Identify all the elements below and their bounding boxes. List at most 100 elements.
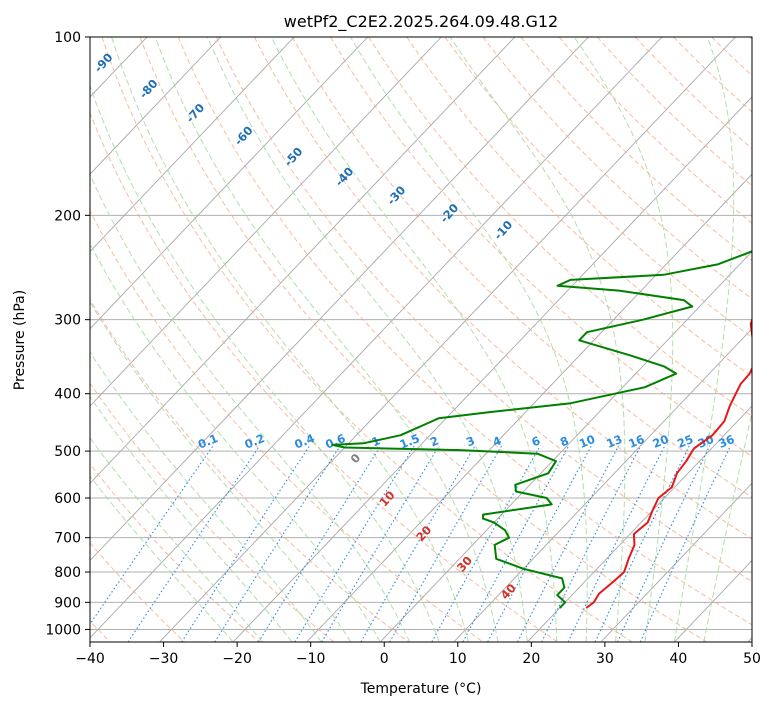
adiabat-label: -80: [136, 76, 160, 101]
moist-adiabat-line: [90, 300, 352, 642]
dry-adiabat-line: [673, 37, 752, 113]
y-tick-label: 700: [54, 531, 81, 547]
x-tick-label: 10: [449, 651, 467, 667]
dry-adiabat-line: [520, 37, 752, 262]
x-tick-label: −20: [222, 651, 252, 667]
plot-frame: [89, 36, 753, 643]
moist-adiabat-line: [673, 37, 735, 642]
mixing-ratio-label: 13: [604, 432, 624, 451]
y-axis-label: Pressure (hPa): [12, 290, 28, 390]
isotherm-line: [90, 37, 589, 562]
mixing-ratio-line: [541, 445, 642, 642]
mixing-ratio-line: [360, 445, 476, 642]
background-lines: 0.1 0.2 0.4 0.6 1 1.5 2 3 4 6 8 10 13 16 20 25 30 36-100-…: [90, 37, 752, 642]
x-tick-label: 40: [670, 651, 688, 667]
x-tick-label: 20: [522, 651, 540, 667]
x-tick-label: 30: [596, 651, 614, 667]
isotherm-line: [90, 37, 295, 253]
data-series: [331, 250, 752, 609]
moist-adiabat-line: [349, 37, 588, 642]
axes: −40 −30 −20 −10 0 10 20 30 40 5010020030040050060…: [45, 30, 761, 667]
mixing-ratio-line: [389, 445, 503, 642]
x-tick-label: −40: [75, 651, 105, 667]
mixing-ratio-line: [321, 445, 440, 642]
x-tick-label: 50: [743, 651, 761, 667]
moist-adiabat-line: [270, 37, 558, 642]
y-tick-label: 1000: [45, 622, 81, 638]
moist-adiabat-line: [90, 242, 381, 642]
dry-adiabat-line: [90, 382, 335, 642]
adiabat-label: -50: [281, 144, 305, 169]
dry-adiabat-line: [368, 37, 752, 417]
mixing-ratio-label: 25: [675, 432, 695, 451]
x-tick-label: −30: [149, 651, 179, 667]
isotherm-line: [600, 482, 752, 642]
mixing-ratio-label: 36: [716, 432, 736, 451]
dry-adiabat-line: [406, 37, 752, 378]
moist-adiabat-line: [111, 37, 469, 642]
isotherm-line: [90, 37, 516, 484]
mixing-ratio-line: [294, 445, 415, 642]
mixing-ratio-label: 6: [529, 433, 542, 449]
mixing-ratio-label: 2: [428, 433, 441, 449]
x-tick-label: −10: [296, 651, 326, 667]
isotherm-line: [90, 37, 369, 330]
dry-adiabat-line: [90, 298, 409, 642]
mixing-ratio-line: [127, 445, 261, 642]
mixing-ratio-line: [90, 445, 214, 626]
adiabat-label: -10: [491, 218, 515, 243]
moist-adiabat-line: [703, 409, 752, 642]
dry-adiabat-line: [90, 463, 260, 642]
moist-adiabat-line: [207, 37, 528, 642]
isotherm-line: [90, 37, 663, 639]
dry-adiabat-line: [101, 37, 633, 642]
moist-adiabat-line: [90, 351, 322, 642]
moist-adiabat-line: [449, 37, 626, 642]
mixing-ratio-line: [567, 445, 666, 642]
moist-adiabat-line: [154, 37, 499, 642]
adiabat-label: 0: [348, 451, 364, 466]
mixing-ratio-label: 10: [577, 432, 597, 451]
dry-adiabat-line: [139, 37, 708, 642]
isotherm-line: [379, 250, 752, 642]
mixing-ratio-label: 20: [651, 432, 671, 451]
y-tick-label: 200: [54, 208, 81, 224]
adiabat-label: -40: [332, 164, 356, 189]
chart-title: wetPf2_C2E2.2025.264.09.48.G12: [284, 12, 558, 32]
mixing-ratio-line: [617, 445, 711, 642]
y-tick-label: 800: [54, 565, 81, 581]
dry-adiabat-line: [90, 209, 484, 642]
mixing-ratio-line: [594, 445, 690, 642]
y-tick-label: 400: [54, 387, 81, 403]
x-axis-label: Temperature (°C): [360, 681, 482, 697]
mixing-ratio-line: [214, 445, 341, 642]
dry-adiabat-line: [596, 37, 752, 187]
dry-adiabat-line: [90, 111, 558, 642]
dry-adiabat-line: [292, 37, 752, 498]
dry-adiabat-line: [558, 37, 752, 224]
x-tick-label: 0: [380, 651, 389, 667]
dry-adiabat-line: [444, 37, 752, 339]
isotherm-line: [453, 328, 752, 642]
moist-adiabat-line: [573, 37, 674, 642]
dry-adiabat-line: [749, 37, 752, 40]
y-tick-label: 900: [54, 595, 81, 611]
moist-adiabat-line: [90, 173, 411, 642]
adiabat-label: -70: [183, 101, 207, 126]
isotherm-line: [527, 405, 752, 642]
adiabat-label: -20: [437, 201, 461, 226]
mixing-ratio-line: [517, 445, 620, 642]
adiabat-label: -90: [91, 50, 115, 75]
mixing-ratio-label: 8: [558, 433, 571, 449]
y-tick-label: 500: [54, 444, 81, 460]
adiabat-label: -30: [384, 183, 408, 208]
mixing-ratio-label: 3: [464, 433, 477, 449]
moist-adiabat-line: [90, 475, 234, 642]
mixing-ratio-line: [258, 445, 382, 642]
mixing-ratio-line: [431, 445, 541, 642]
dry-adiabat-line: [330, 37, 752, 458]
dewpoint-profile-line: [331, 250, 752, 609]
isotherm-line: [90, 37, 221, 175]
y-tick-label: 300: [54, 313, 81, 329]
mixing-ratio-label: 16: [626, 432, 646, 451]
